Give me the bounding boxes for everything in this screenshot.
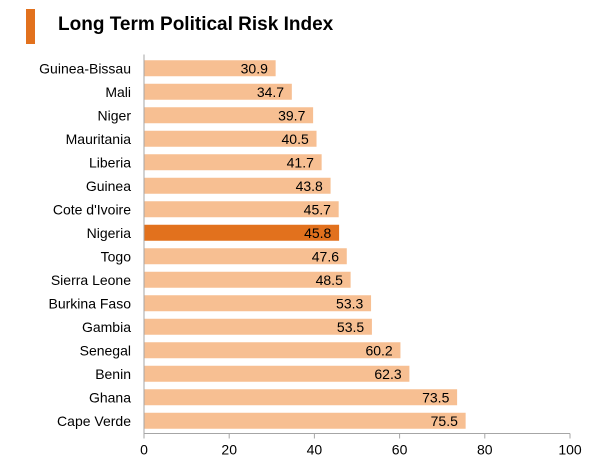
- category-label: Niger: [98, 107, 132, 123]
- category-label: Gambia: [82, 319, 131, 335]
- bar: [144, 201, 339, 218]
- bar-value-label: 47.6: [312, 248, 339, 264]
- bar-value-label: 43.8: [296, 178, 323, 194]
- category-label: Liberia: [89, 154, 131, 170]
- x-tick-label: 0: [140, 442, 148, 458]
- bar: [144, 224, 340, 241]
- category-label: Sierra Leone: [51, 272, 131, 288]
- category-label: Ghana: [89, 389, 131, 405]
- x-tick-label: 80: [477, 442, 493, 458]
- bar: [144, 60, 276, 77]
- bar: [144, 365, 410, 382]
- category-label: Burkina Faso: [49, 295, 132, 311]
- bar: [144, 295, 372, 312]
- category-label: Mauritania: [66, 131, 132, 147]
- bar-value-label: 53.3: [336, 295, 363, 311]
- bar-value-label: 34.7: [257, 84, 284, 100]
- bar: [144, 130, 317, 147]
- bar: [144, 389, 458, 406]
- x-tick-label: 40: [307, 442, 323, 458]
- category-label: Senegal: [80, 342, 131, 358]
- bar: [144, 342, 401, 359]
- category-label: Guinea: [86, 178, 131, 194]
- bar-value-label: 39.7: [278, 107, 305, 123]
- category-label: Nigeria: [87, 225, 132, 241]
- x-tick-label: 100: [558, 442, 582, 458]
- bar: [144, 154, 322, 171]
- bar: [144, 271, 351, 288]
- category-label: Guinea-Bissau: [39, 60, 131, 76]
- bar-value-label: 41.7: [287, 154, 314, 170]
- category-label: Mali: [105, 84, 131, 100]
- bar: [144, 248, 347, 265]
- bar-value-label: 40.5: [282, 131, 309, 147]
- bar-value-label: 53.5: [337, 319, 364, 335]
- bar: [144, 318, 372, 335]
- bar-value-label: 45.8: [304, 225, 331, 241]
- category-label: Togo: [101, 248, 132, 264]
- x-tick-label: 60: [392, 442, 408, 458]
- bar-value-label: 75.5: [431, 413, 458, 429]
- bar-value-label: 73.5: [422, 389, 449, 405]
- bar-value-label: 62.3: [374, 366, 401, 382]
- bar-value-label: 30.9: [241, 60, 268, 76]
- title-accent-bar: [26, 9, 35, 44]
- bar: [144, 107, 314, 124]
- category-label: Benin: [95, 366, 131, 382]
- bar: [144, 177, 331, 194]
- category-label: Cote d'Ivoire: [53, 201, 131, 217]
- category-label: Cape Verde: [57, 413, 131, 429]
- bar-value-label: 48.5: [316, 272, 343, 288]
- x-tick-label: 20: [221, 442, 237, 458]
- chart-title: Long Term Political Risk Index: [58, 14, 334, 35]
- bar: [144, 83, 292, 100]
- bar: [144, 412, 466, 429]
- bar-value-label: 60.2: [365, 342, 392, 358]
- bar-value-label: 45.7: [304, 201, 331, 217]
